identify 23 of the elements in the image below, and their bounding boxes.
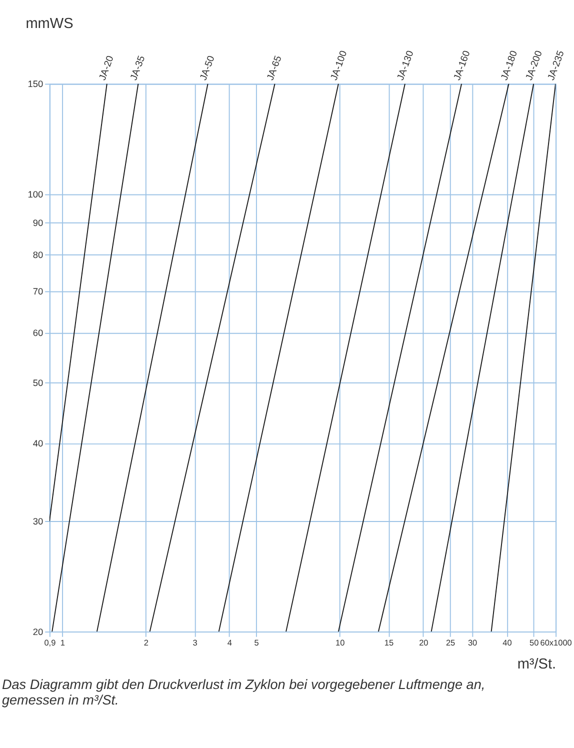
y-tick-label: 100 <box>28 189 44 200</box>
text: JA-100 <box>328 48 350 82</box>
y-tick-label: 80 <box>32 250 44 260</box>
text: JA-35 <box>128 54 148 82</box>
y-tick-label: 60 <box>32 328 44 338</box>
text: JA-200 <box>524 48 546 82</box>
text: JA-235 <box>546 49 567 82</box>
y-tick-label: 30 <box>32 516 44 527</box>
text: JA-50 <box>198 54 218 82</box>
y-axis-title: mmWS <box>26 16 74 32</box>
y-tick-label: 90 <box>32 218 44 228</box>
text: JA-160 <box>452 48 474 82</box>
y-tick-label: 20 <box>32 626 44 637</box>
text: JA-20 <box>97 54 117 82</box>
y-tick-label: 50 <box>32 378 44 388</box>
text: JA-130 <box>395 48 416 82</box>
text: Das Diagramm gibt den Druckverlust im Zyklon bei vorgegebener Luftmenge an, gemessen in m³/St. <box>2 677 486 708</box>
y-tick-label: 150 <box>28 79 44 90</box>
y-tick-label: 40 <box>32 438 44 448</box>
x-axis-title: m³/St. <box>517 656 556 672</box>
text: JA-180 <box>499 48 520 82</box>
text: JA-65 <box>265 54 284 82</box>
y-tick-label: 70 <box>32 286 44 296</box>
